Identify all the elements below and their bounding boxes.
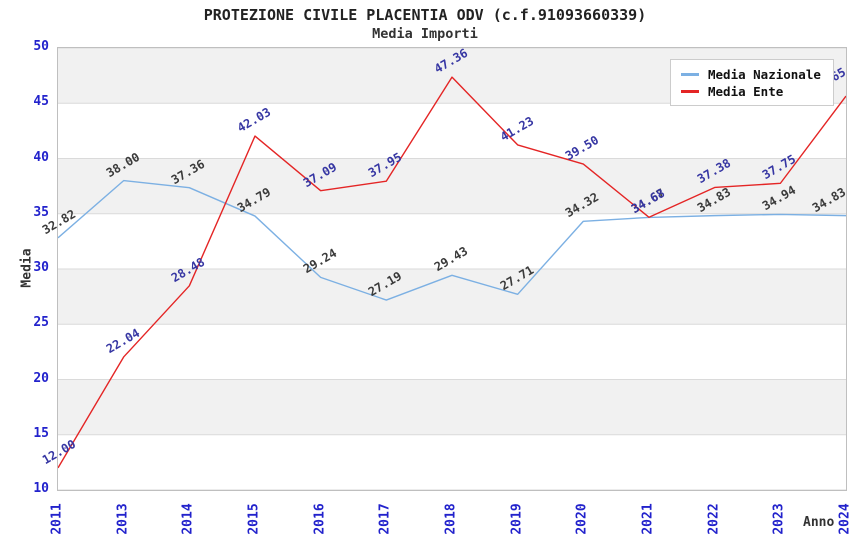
legend-line-swatch	[681, 72, 699, 76]
grid-band	[58, 269, 846, 325]
x-tick-label: 2011	[49, 503, 65, 535]
chart-canvas	[58, 48, 846, 490]
legend-item: Media Ente	[681, 83, 821, 99]
grid-band	[58, 158, 846, 214]
y-axis-title: Media	[19, 248, 35, 288]
x-tick-label: 2016	[312, 503, 328, 535]
y-tick-label: 40	[33, 149, 49, 165]
y-tick-label: 30	[33, 260, 49, 275]
series-line-media-nazionale	[58, 179, 846, 301]
chart-title: PROTEZIONE CIVILE PLACENTIA ODV (c.f.910…	[203, 6, 647, 24]
x-tick-label: 2013	[115, 503, 131, 535]
legend-label: Media Nazionale	[708, 66, 821, 82]
x-tick-label: 2018	[443, 503, 459, 535]
x-tick-label: 2024	[837, 503, 850, 535]
x-tick-label: 2021	[640, 503, 656, 535]
y-tick-label: 10	[33, 481, 49, 496]
y-tick-label: 20	[33, 370, 49, 386]
x-tick-label: 2022	[706, 503, 722, 535]
y-tick-label: 35	[33, 204, 49, 220]
x-tick-label: 2014	[180, 503, 196, 535]
x-tick-label: 2023	[771, 503, 787, 535]
x-tick-label: 2015	[246, 503, 262, 535]
grid-band	[58, 379, 846, 435]
plot-area	[57, 47, 847, 491]
x-tick-label: 2020	[574, 503, 590, 535]
y-tick-label: 15	[33, 425, 49, 441]
series-line-media-ente	[58, 76, 846, 469]
y-tick-label: 50	[33, 39, 49, 54]
legend: Media Nazionale Media Ente	[670, 59, 834, 106]
chart-subtitle: Media Importi	[372, 26, 478, 42]
legend-line-swatch	[681, 89, 699, 93]
x-axis-title: Anno	[803, 515, 835, 530]
x-tick-label: 2019	[509, 503, 525, 535]
legend-item: Media Nazionale	[681, 66, 821, 82]
y-tick-label: 25	[33, 315, 49, 331]
legend-label: Media Ente	[708, 83, 784, 99]
y-tick-label: 45	[33, 94, 49, 110]
x-tick-label: 2017	[377, 503, 393, 535]
